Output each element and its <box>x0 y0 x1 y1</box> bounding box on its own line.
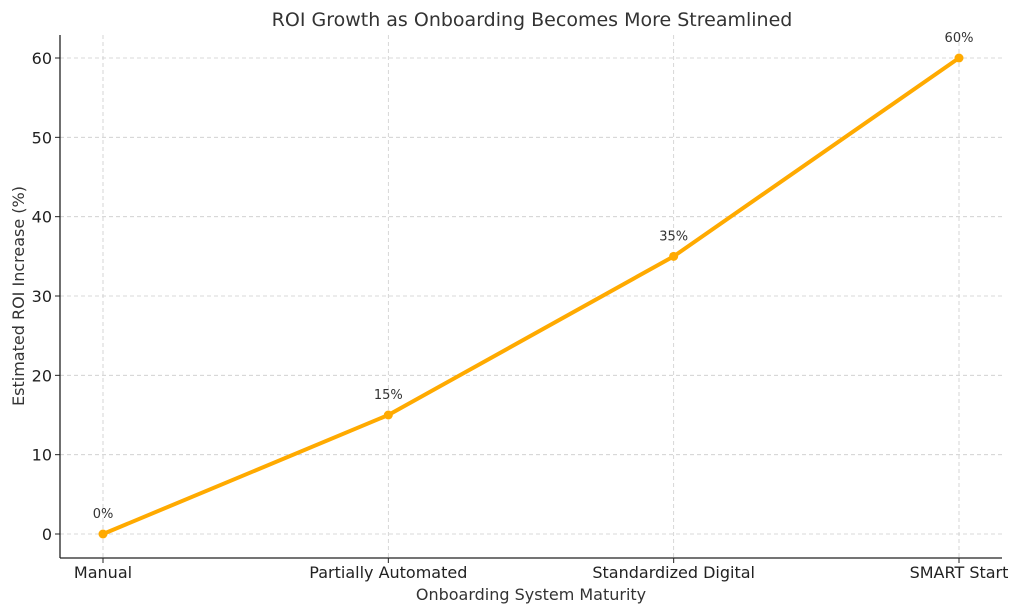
y-ticks: 0 10 20 30 40 50 60 <box>32 49 60 544</box>
y-tick-label: 20 <box>32 366 52 385</box>
x-tick-label: Manual <box>74 563 132 582</box>
series-layer: 0% 15% 35% 60% <box>93 31 974 539</box>
y-tick-label: 40 <box>32 208 52 227</box>
chart-title: ROI Growth as Onboarding Becomes More St… <box>272 9 793 31</box>
data-point <box>98 529 108 539</box>
data-point <box>383 410 393 420</box>
series-line <box>101 56 961 536</box>
axes-layer <box>59 35 1002 559</box>
y-tick-label: 50 <box>32 128 52 147</box>
data-point <box>669 251 679 261</box>
y-tick-label: 30 <box>32 287 52 306</box>
y-tick-label: 10 <box>32 446 52 465</box>
y-axis-label: Estimated ROI Increase (%) <box>9 186 28 406</box>
grid-layer <box>60 35 1002 558</box>
data-point <box>954 53 964 63</box>
x-tick-label: SMART Start <box>910 563 1009 582</box>
data-label: 0% <box>93 507 114 522</box>
data-label: 15% <box>374 388 403 403</box>
x-tick-label: Standardized Digital <box>592 563 755 582</box>
data-label: 35% <box>659 229 688 244</box>
x-tick-label: Partially Automated <box>309 563 467 582</box>
x-axis-label: Onboarding System Maturity <box>416 585 646 604</box>
x-ticks: Manual Partially Automated Standardized Di… <box>74 558 1008 582</box>
data-label: 60% <box>945 31 974 46</box>
y-tick-label: 0 <box>42 525 52 544</box>
y-tick-label: 60 <box>32 49 52 68</box>
